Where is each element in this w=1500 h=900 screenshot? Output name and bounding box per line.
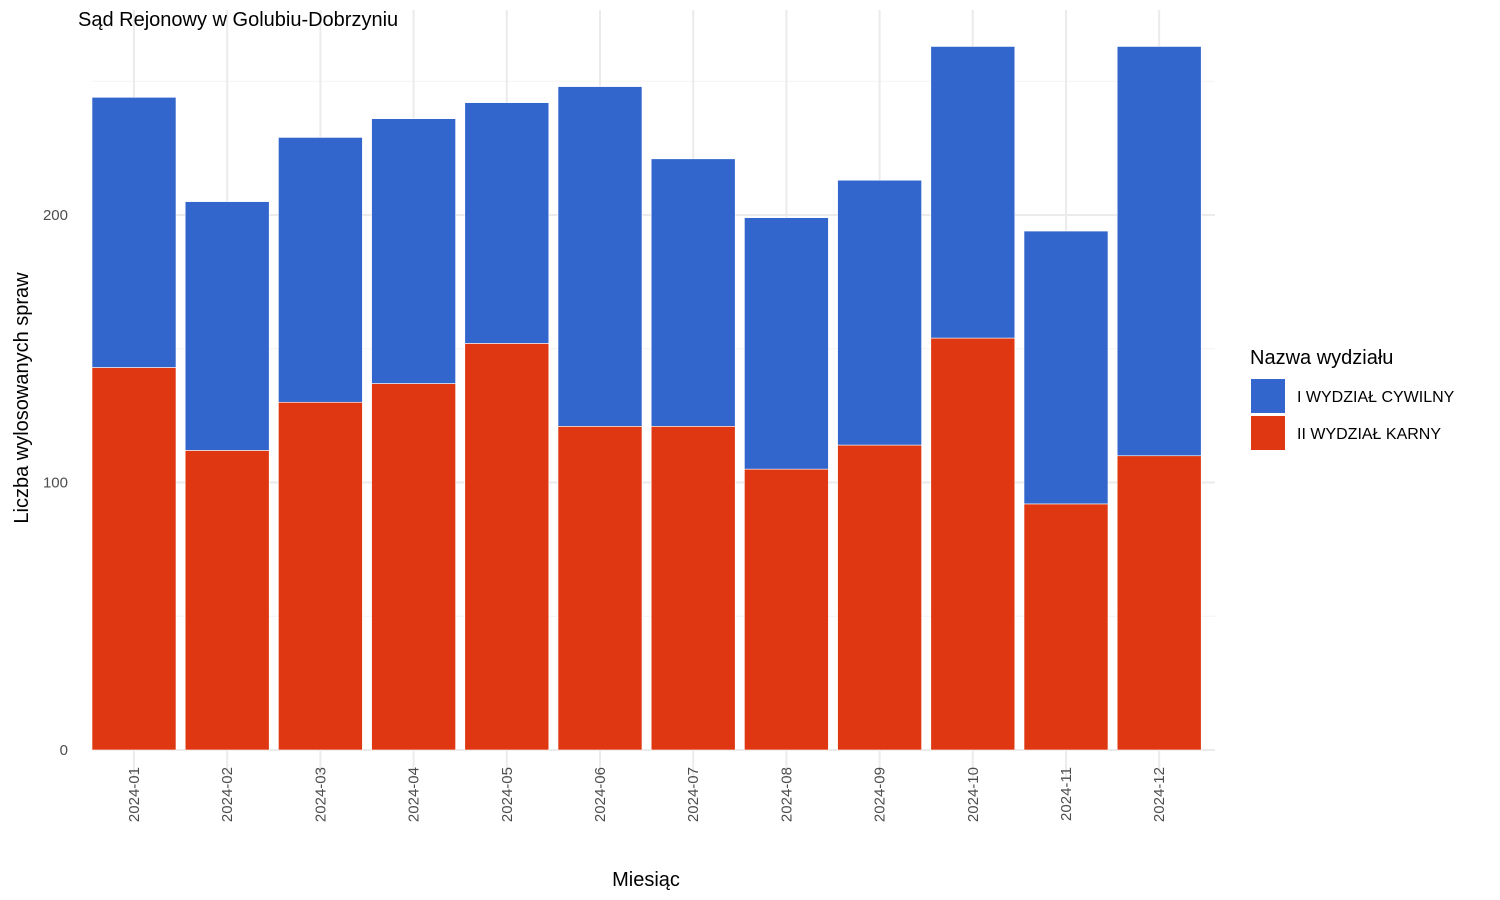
bar-karny-2024-07 — [650, 426, 736, 751]
bar-cywilny-2024-02 — [184, 201, 270, 451]
x-axis-title: Miesiąc — [612, 869, 680, 891]
bar-cywilny-2024-06 — [557, 86, 643, 427]
x-tick-label: 2024-06 — [592, 767, 609, 822]
chart-title: Sąd Rejonowy w Golubiu-Dobrzyniu — [78, 9, 398, 31]
x-tick-label: 2024-11 — [1058, 767, 1075, 821]
bar-karny-2024-02 — [184, 450, 270, 751]
y-tick-label: 0 — [60, 742, 68, 759]
legend-label-karny: II WYDZIAŁ KARNY — [1297, 426, 1441, 443]
bar-karny-2024-01 — [91, 367, 177, 751]
x-axis-ticks: 2024-01 2024-02 2024-03 2024-04 2024-05 2024-… — [126, 767, 1168, 822]
x-tick-label: 2024-04 — [406, 767, 423, 822]
bar-cywilny-2024-11 — [1023, 230, 1109, 505]
y-tick-label: 200 — [43, 207, 68, 224]
y-axis-ticks: 0 100 200 — [43, 207, 68, 759]
x-tick-label: 2024-09 — [872, 767, 889, 822]
bar-cywilny-2024-05 — [464, 102, 550, 344]
bar-karny-2024-09 — [837, 444, 922, 751]
legend-title: Nazwa wydziału — [1250, 347, 1393, 369]
x-tick-label: 2024-03 — [312, 767, 329, 822]
bar-karny-2024-04 — [371, 383, 456, 751]
bar-cywilny-2024-08 — [744, 217, 829, 470]
legend-swatch-karny — [1251, 416, 1285, 450]
bar-karny-2024-12 — [1116, 455, 1202, 751]
bar-karny-2024-05 — [464, 343, 550, 751]
bar-cywilny-2024-10 — [930, 46, 1016, 339]
bar-karny-2024-06 — [557, 426, 643, 751]
x-tick-label: 2024-02 — [219, 767, 236, 822]
y-axis-title: Liczba wylosowanych spraw — [11, 272, 33, 524]
bar-cywilny-2024-12 — [1116, 46, 1202, 457]
legend-swatch-cywilny — [1251, 379, 1285, 413]
x-tick-label: 2024-08 — [778, 767, 795, 822]
bar-karny-2024-08 — [744, 468, 829, 751]
legend: Nazwa wydziału I WYDZIAŁ CYWILNY II WYDZI… — [1250, 347, 1455, 450]
x-tick-label: 2024-07 — [685, 767, 702, 822]
legend-label-cywilny: I WYDZIAŁ CYWILNY — [1297, 389, 1455, 406]
bar-cywilny-2024-01 — [91, 97, 177, 368]
bars — [91, 46, 1202, 751]
bar-karny-2024-03 — [278, 401, 363, 751]
bar-karny-2024-11 — [1023, 503, 1109, 751]
x-tick-label: 2024-12 — [1151, 767, 1168, 822]
bar-karny-2024-10 — [930, 337, 1016, 751]
x-tick-label: 2024-10 — [965, 767, 982, 822]
bar-cywilny-2024-04 — [371, 118, 456, 384]
bar-cywilny-2024-07 — [650, 158, 736, 427]
x-tick-label: 2024-01 — [126, 767, 143, 822]
y-tick-label: 100 — [43, 475, 68, 492]
bar-cywilny-2024-03 — [278, 137, 363, 403]
bar-cywilny-2024-09 — [837, 179, 922, 446]
x-tick-label: 2024-05 — [499, 767, 516, 822]
